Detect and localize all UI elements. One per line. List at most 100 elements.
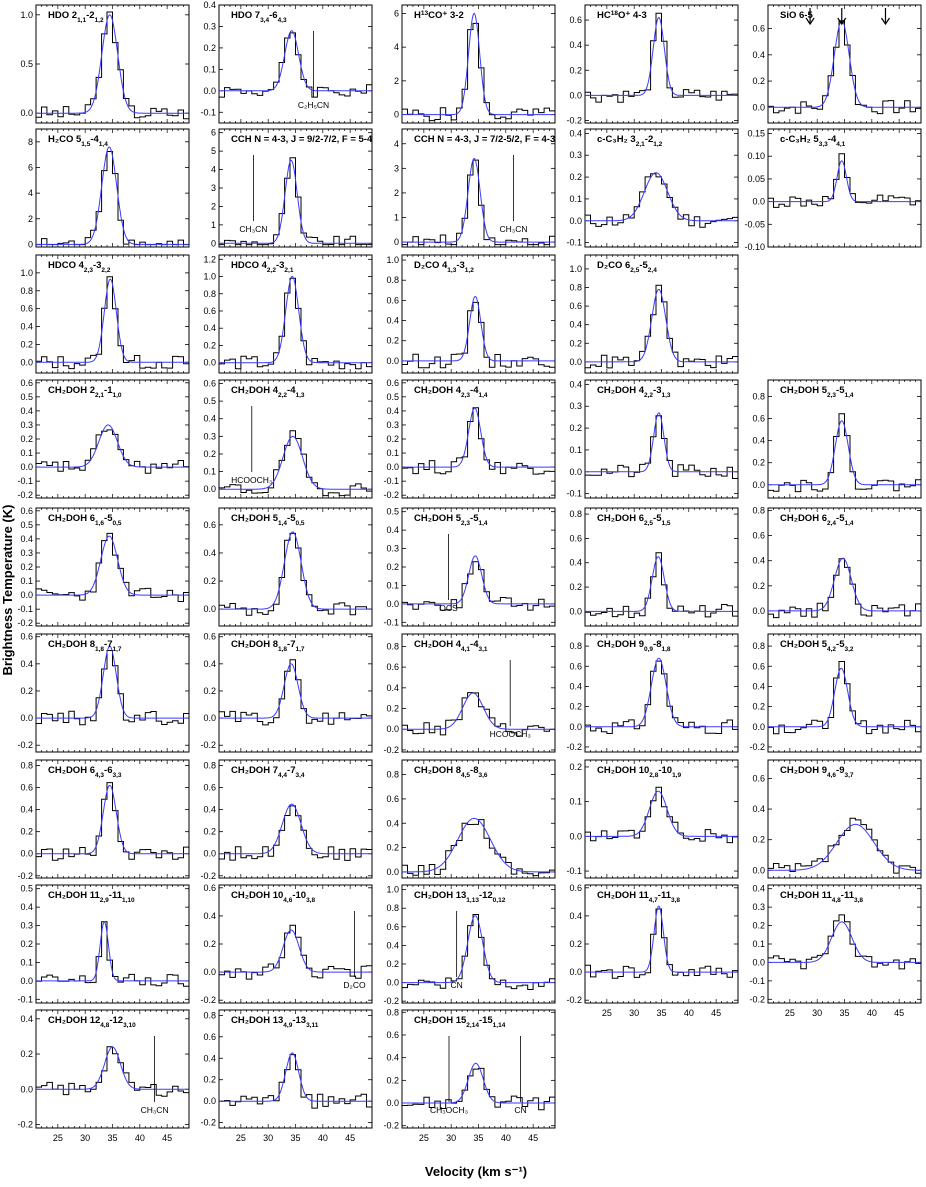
- panel-title: CH₂DOH 90,9-81,8: [597, 639, 671, 653]
- y-tick-label: 0.3: [203, 431, 216, 441]
- y-tick-label: -0.1: [17, 476, 33, 486]
- observed-spectrum: [219, 32, 372, 98]
- panel-title: H13CO⁺ 3-2: [414, 10, 464, 22]
- y-tick-label: 0.6: [386, 1030, 399, 1040]
- observed-spectrum: [585, 786, 738, 844]
- x-tick-label: 45: [711, 1008, 721, 1018]
- model-spectrum: [402, 407, 555, 468]
- y-tick-label: 0.3: [569, 150, 582, 160]
- y-tick-label: 0.4: [203, 0, 216, 10]
- y-tick-label: 0.3: [386, 544, 399, 554]
- y-tick-label: 0.4: [386, 940, 399, 950]
- observed-spectrum: [219, 659, 372, 726]
- y-tick-label: 0.0: [752, 480, 765, 490]
- y-tick-label: 0.0: [752, 722, 765, 732]
- y-tick-label: 0.6: [203, 379, 216, 389]
- panel-title: CH₂DOH 114,8-113,8: [780, 890, 863, 904]
- panel-title: CH₂DOH 44,1-43,1: [414, 639, 488, 653]
- observed-spectrum: [402, 914, 555, 990]
- x-tick-label: 25: [785, 1008, 795, 1018]
- y-tick-label: 0.4: [386, 406, 399, 416]
- model-spectrum: [36, 146, 189, 245]
- y-tick-label: 0.6: [569, 661, 582, 671]
- model-spectrum: [768, 921, 921, 963]
- y-tick-label: -0.10: [744, 242, 765, 252]
- spectrum-panel-8: 0 1 2 3 4 CCH N = 4-3, J = 7/2-5/2, F = 4-3 CH…: [394, 128, 556, 248]
- observed-spectrum: [219, 157, 372, 246]
- y-tick-label: 0.4: [20, 406, 33, 416]
- spectrum-panel-33: 0.0 0.2 0.4 0.6 0.8 CH₂DOH 84,5-83,6: [386, 759, 556, 879]
- observed-spectrum: [402, 159, 555, 246]
- y-tick-label: 0.0: [752, 606, 765, 616]
- y-tick-label: 0.4: [752, 884, 765, 894]
- y-tick-label: -0.2: [749, 994, 765, 1004]
- x-tick-label: 40: [135, 1133, 145, 1143]
- observed-spectrum: [36, 276, 189, 370]
- y-tick-label: 0.2: [203, 340, 216, 350]
- y-tick-label: 0.0: [569, 90, 582, 100]
- x-tick-label: 40: [318, 1133, 328, 1143]
- observed-spectrum: [402, 692, 555, 737]
- model-spectrum: [585, 288, 738, 363]
- annotation-label: HCOOCH₃: [490, 729, 531, 739]
- y-tick-label: 0.6: [386, 794, 399, 804]
- model-spectrum: [219, 929, 372, 973]
- annotation-label: CH₃CN: [141, 1105, 169, 1115]
- panel-frame: [35, 128, 190, 248]
- panel-title: c-C₃H₂ 32,1-21,2: [597, 134, 663, 148]
- spectrum-panel-41: -0.2 0.0 0.2 0.4 25 30 35 40 45 CH₂DOH 124,8-123,…: [17, 1009, 190, 1143]
- x-tick-label: 40: [867, 1008, 877, 1018]
- y-tick-label: 0.4: [386, 525, 399, 535]
- spectrum-panel-30: -0.2 0.0 0.2 0.4 0.6 0.8 CH₂DOH 54,2-53,2: [749, 633, 922, 753]
- panel-title: CH₂DOH 42,3-41,4: [414, 385, 488, 399]
- observed-spectrum: [36, 11, 189, 120]
- y-tick-label: 0.4: [569, 558, 582, 568]
- y-tick-label: 0.6: [752, 531, 765, 541]
- y-axis-title: Brightness Temperature (K): [0, 505, 15, 676]
- panel-title: CCH N = 4-3, J = 7/2-5/2, F = 4-3: [414, 134, 555, 145]
- y-tick-label: 0.4: [386, 683, 399, 693]
- y-tick-label: 0: [211, 238, 216, 248]
- y-tick-label: 0.4: [386, 316, 399, 326]
- y-tick-label: 0.4: [20, 534, 33, 544]
- panel-frame: [767, 884, 922, 1004]
- line-annotation: CH₃CN: [499, 154, 527, 234]
- spectrum-panel-5: 0.0 0.2 0.4 0.6 SiO 6-5: [752, 4, 922, 124]
- x-tick-label: 40: [501, 1133, 511, 1143]
- spectrum-panel-29: -0.2 0.0 0.2 0.4 0.6 0.8 CH₂DOH 90,9-81,8: [566, 633, 739, 753]
- panel-frame: [584, 759, 739, 879]
- y-tick-label: 0.6: [752, 661, 765, 671]
- y-tick-label: 0.3: [20, 921, 33, 931]
- line-annotation: CH₃CN: [239, 154, 267, 234]
- x-tick-label: 45: [162, 1133, 172, 1143]
- annotation-label: OCS: [439, 603, 458, 613]
- y-tick-label: 0.6: [203, 520, 216, 530]
- y-tick-label: 0.6: [20, 632, 33, 642]
- y-tick-label: 1: [394, 213, 399, 223]
- annotation-label: CN: [451, 980, 463, 990]
- y-tick-label: 0.2: [752, 921, 765, 931]
- y-tick-label: 0.8: [386, 275, 399, 285]
- observed-spectrum: [768, 558, 921, 619]
- y-tick-label: 0.8: [569, 641, 582, 651]
- y-tick-label: -0.2: [200, 995, 216, 1005]
- y-tick-label: -0.2: [383, 1121, 399, 1131]
- y-tick-label: 2: [394, 76, 399, 86]
- y-tick-label: 1.0: [20, 268, 33, 278]
- panel-title: CH₂DOH 134,9-133,11: [231, 1015, 319, 1029]
- arrow-marker: [880, 8, 890, 26]
- y-tick-label: -0.2: [17, 1119, 33, 1129]
- y-tick-label: 0.3: [203, 21, 216, 31]
- y-tick-label: 0.0: [569, 216, 582, 226]
- y-tick-label: 0.0: [20, 976, 33, 986]
- y-tick-label: 0.6: [569, 301, 582, 311]
- model-spectrum: [402, 817, 555, 873]
- y-tick-label: 0.1: [20, 576, 33, 586]
- y-tick-label: 0.2: [386, 704, 399, 714]
- panel-title: CH₂DOH 62,4-51,4: [780, 513, 854, 527]
- y-tick-label: 0.2: [752, 835, 765, 845]
- panel-title: H₂CO 51,5-41,4: [48, 134, 108, 148]
- y-tick-label: 0.2: [386, 959, 399, 969]
- y-tick-label: -0.2: [17, 490, 33, 500]
- y-tick-label: 0.2: [203, 449, 216, 459]
